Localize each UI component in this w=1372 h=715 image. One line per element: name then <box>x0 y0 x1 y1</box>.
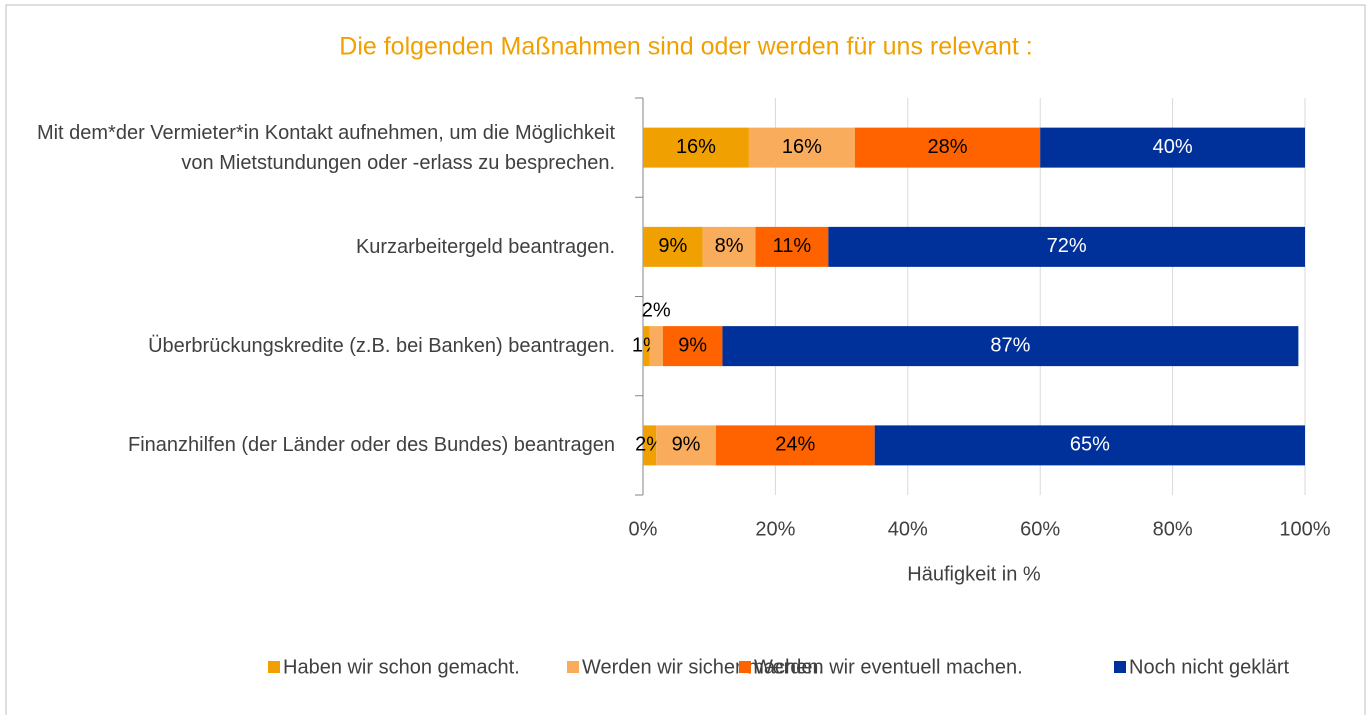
x-tick-label: 0% <box>629 518 658 540</box>
data-label: 9% <box>658 235 687 257</box>
chart-frame <box>5 4 1366 715</box>
legend-label: Werden wir sicher machen. <box>582 656 824 678</box>
x-tick-label: 20% <box>755 518 795 540</box>
x-tick-label: 40% <box>888 518 928 540</box>
data-label: 28% <box>928 136 968 158</box>
legend-swatch <box>567 661 579 673</box>
bar-segment <box>715 425 875 466</box>
bar-segment <box>702 226 756 267</box>
data-label: 40% <box>1153 136 1193 158</box>
legend-label: Noch nicht geklärt <box>1129 656 1290 678</box>
bar-segment <box>755 226 829 267</box>
x-tick-label: 80% <box>1153 518 1193 540</box>
bar-segment <box>722 326 1299 367</box>
y-tick-label: Kurzarbeitergeld beantragen. <box>355 235 615 258</box>
x-tick-label: 60% <box>1020 518 1060 540</box>
bar-segment <box>643 226 703 267</box>
bar-segment <box>1040 127 1305 168</box>
data-label: 16% <box>676 136 716 158</box>
data-label: 2% <box>642 299 671 321</box>
y-tick-label: Finanzhilfen (der Länder oder des Bundes… <box>128 434 615 457</box>
legend-swatch <box>1114 661 1126 673</box>
bar-segment <box>649 326 663 367</box>
bar-segment <box>662 326 723 367</box>
data-label: 9% <box>678 334 707 356</box>
bar-segment <box>748 127 855 168</box>
bar-segment <box>828 226 1305 267</box>
y-tick-label: Mit dem*der Vermieter*in Kontakt aufnehm… <box>36 121 615 174</box>
bar-segment <box>643 127 749 168</box>
chart-title: Die folgenden Maßnahmen sind oder werden… <box>339 33 1032 61</box>
bar-segment <box>656 425 716 466</box>
data-label: 72% <box>1047 235 1087 257</box>
legend-swatch <box>739 661 751 673</box>
legend-swatch <box>268 661 280 673</box>
data-label: 9% <box>672 434 701 456</box>
data-label: 11% <box>773 235 812 257</box>
data-label: 24% <box>775 434 815 456</box>
data-label: 16% <box>782 136 822 158</box>
x-tick-label: 100% <box>1279 518 1330 540</box>
bar-segment <box>854 127 1041 168</box>
legend-label: Werden wir eventuell machen. <box>754 656 1023 678</box>
bar-segment <box>643 326 650 367</box>
x-axis-title: Häufigkeit in % <box>907 563 1041 585</box>
data-label: 65% <box>1070 434 1110 456</box>
y-tick-label: Überbrückungskredite (z.B. bei Banken) b… <box>148 335 615 358</box>
data-label: 87% <box>990 334 1030 356</box>
bar-segment <box>874 425 1305 466</box>
data-label: 8% <box>715 235 744 257</box>
bar-segment <box>643 425 657 466</box>
legend-label: Haben wir schon gemacht. <box>283 656 520 678</box>
